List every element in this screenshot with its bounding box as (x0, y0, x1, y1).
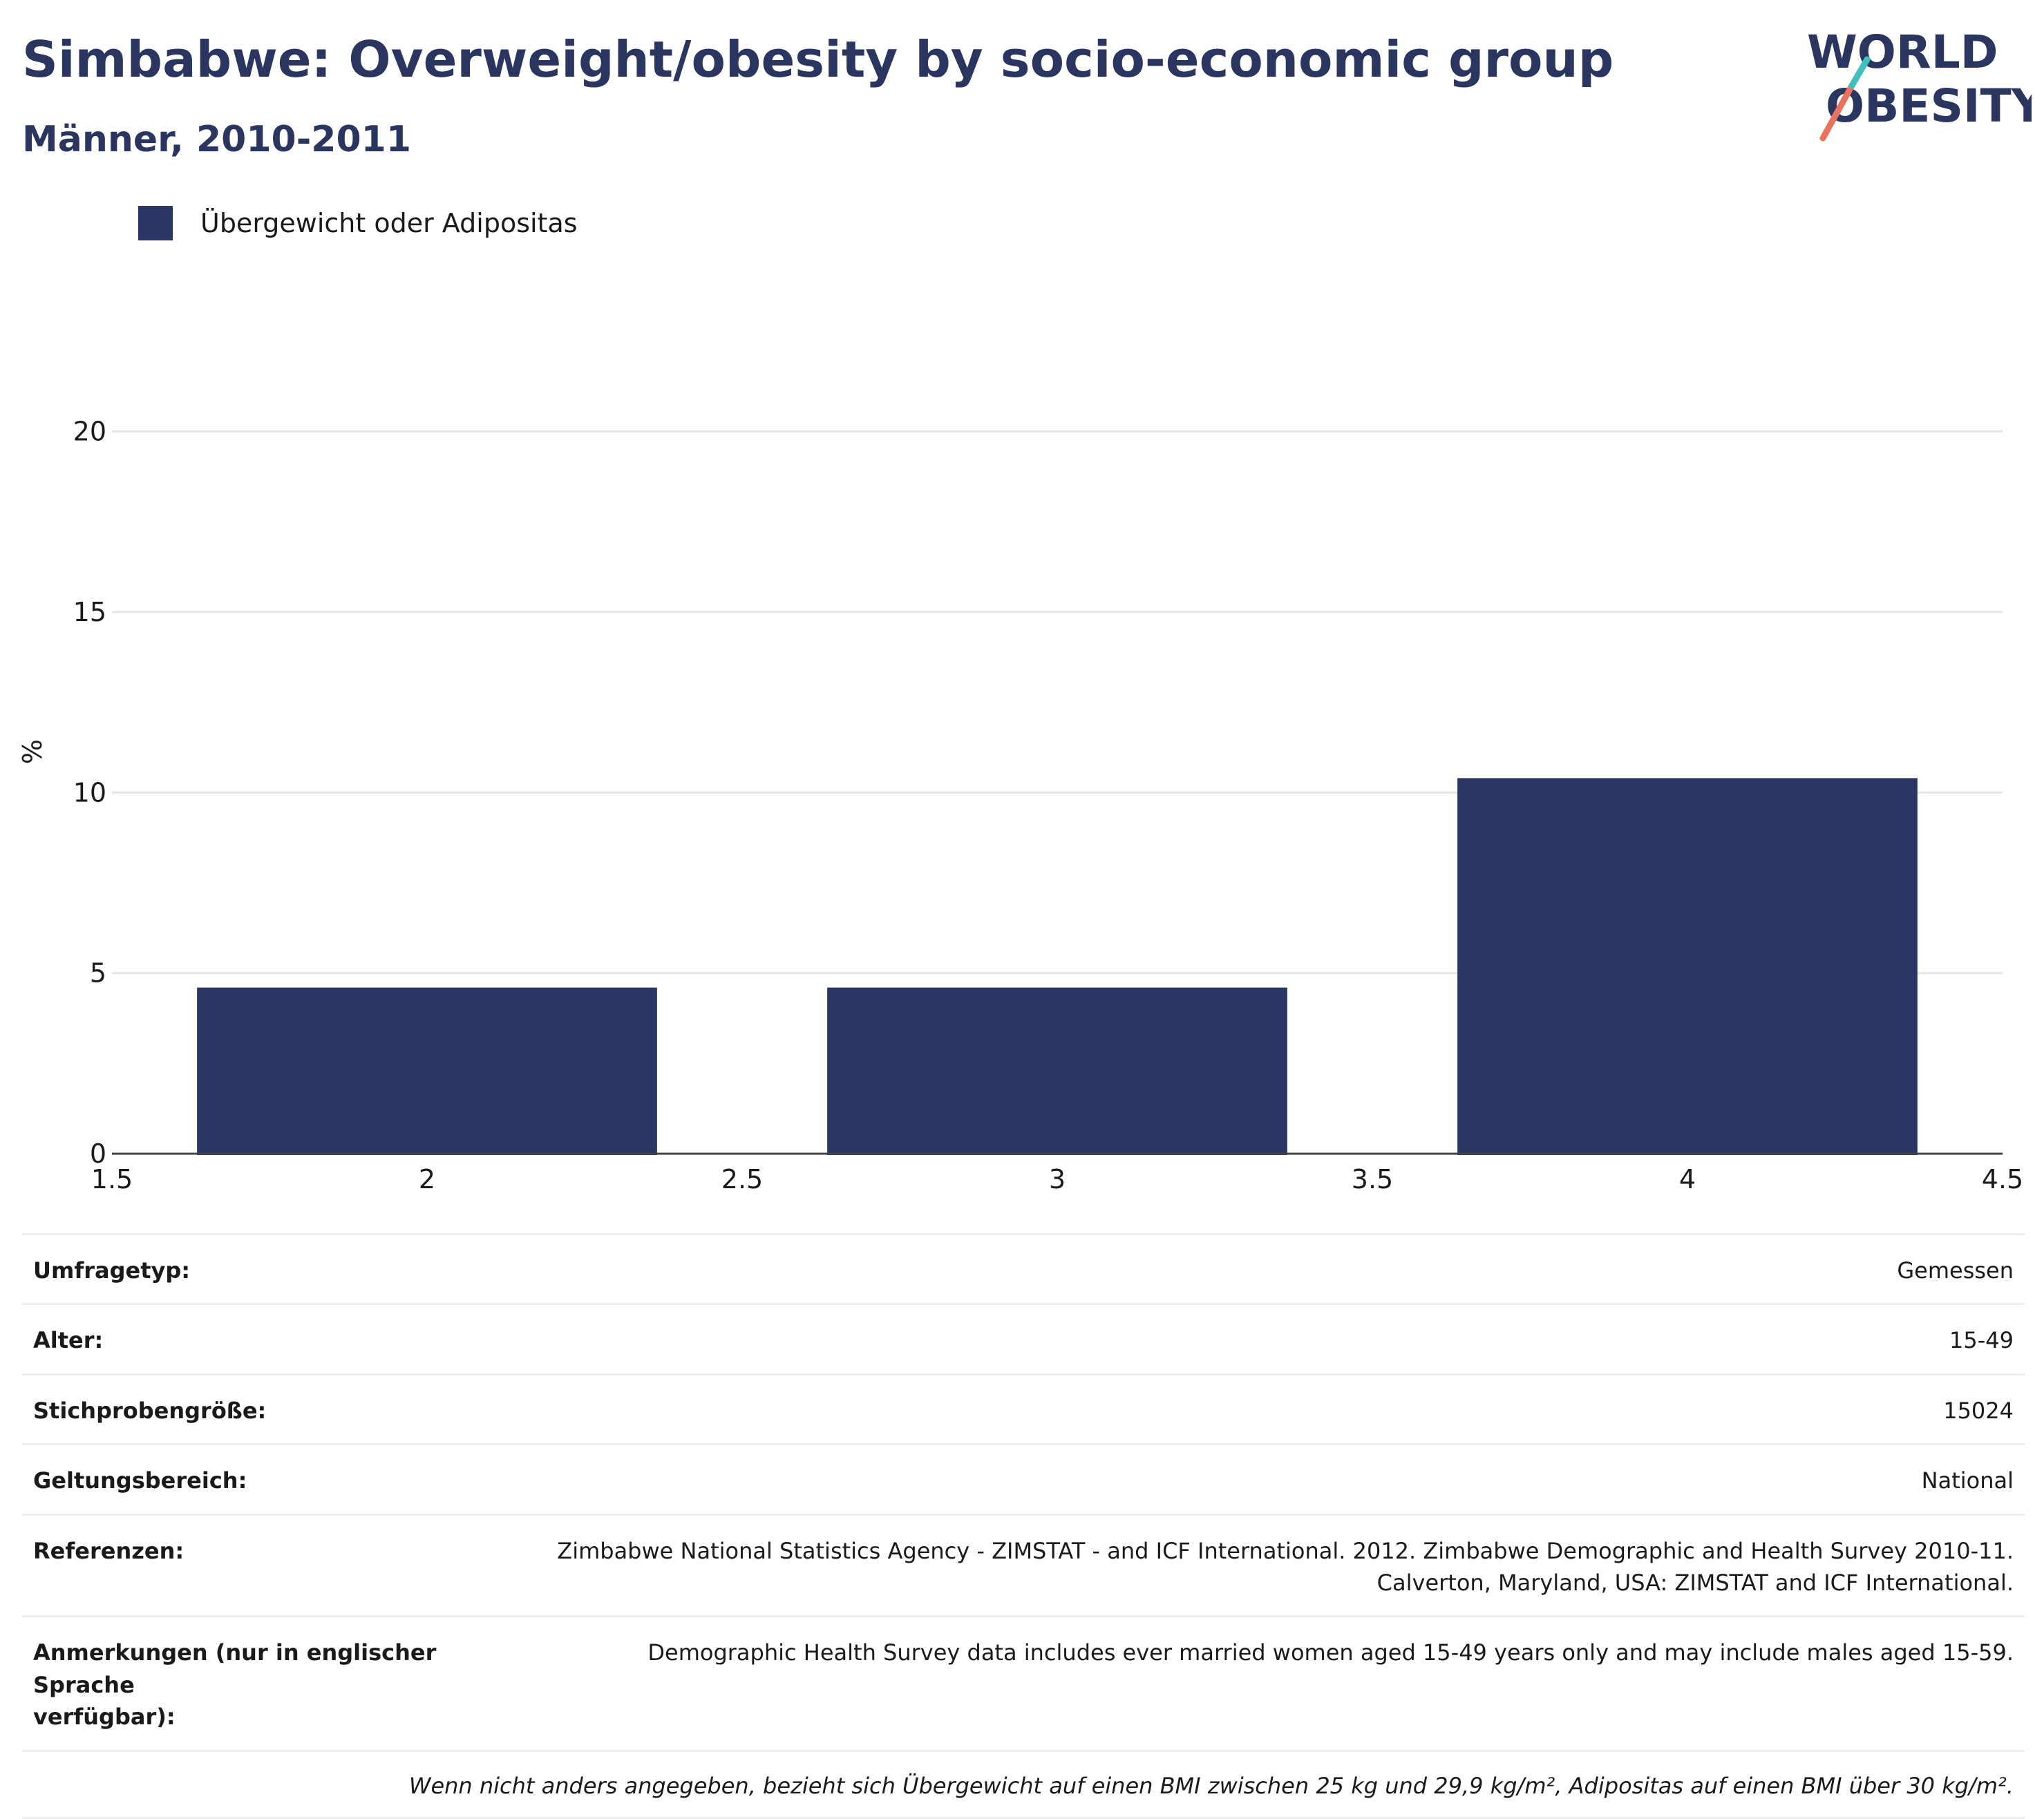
legend-swatch (138, 206, 173, 240)
info-label: Anmerkungen (nur in englischer Sprache v… (22, 1617, 542, 1751)
info-label: Referenzen: (33, 1537, 184, 1564)
info-label: Geltungsbereich: (33, 1467, 247, 1494)
y-tick-label: 5 (90, 958, 106, 989)
info-row-references: Referenzen: Zimbabwe National Statistics… (22, 1514, 2025, 1617)
y-axis-label: % (17, 739, 48, 764)
info-value: Demographic Health Survey data includes … (647, 1639, 2014, 1666)
chart-title: Simbabwe: Overweight/obesity by socio-ec… (22, 30, 1614, 88)
info-label: Stichprobengröße: (33, 1397, 267, 1424)
x-tick-label: 3 (1049, 1164, 1066, 1194)
bar (1457, 778, 1918, 1155)
info-value: 15024 (1943, 1397, 2014, 1424)
bar-chart: 0 5 10 15 20 1.5 2 2.5 3 3.5 4 4.5 % (17, 417, 2024, 1194)
info-value: 15-49 (1949, 1327, 2014, 1354)
y-tick-label: 10 (73, 777, 106, 808)
bmi-footnote: Wenn nicht anders angegeben, bezieht sic… (408, 1772, 2014, 1799)
x-tick-label: 1.5 (91, 1164, 133, 1194)
chart-subtitle: Männer, 2010-2011 (22, 119, 412, 160)
info-row-age: Alter: 15-49 (22, 1304, 2025, 1374)
x-tick-label: 2.5 (721, 1164, 763, 1194)
info-value: Zimbabwe National Statistics Agency - ZI… (542, 1514, 2025, 1617)
bar (197, 987, 657, 1155)
info-value: National (1921, 1467, 2014, 1494)
y-tick-label: 15 (73, 597, 106, 627)
reference-line-2: Calverton, Maryland, USA: ZIMSTAT and IC… (1376, 1569, 2014, 1596)
info-row-coverage: Geltungsbereich: National (22, 1444, 2025, 1514)
y-tick-label: 20 (73, 417, 106, 447)
bar (827, 987, 1287, 1155)
logo-slash-teal (1848, 56, 1871, 89)
chart-legend: Übergewicht oder Adipositas (138, 206, 578, 240)
reference-line-1: Zimbabwe National Statistics Agency - ZI… (557, 1537, 2014, 1564)
logo-slash-coral (1819, 82, 1855, 142)
legend-label: Übergewicht oder Adipositas (200, 208, 578, 238)
info-row-sample-size: Stichprobengröße: 15024 (22, 1374, 2025, 1444)
info-label: Umfragetyp: (33, 1257, 191, 1284)
notes-label-line-1: Anmerkungen (nur in englischer Sprache (33, 1639, 437, 1698)
x-tick-label: 2 (419, 1164, 435, 1194)
world-obesity-logo: WORLD OBESITY (1807, 26, 2032, 142)
x-tick-label: 4 (1679, 1164, 1696, 1194)
info-row-survey-type: Umfragetyp: Gemessen (22, 1234, 2025, 1304)
info-row-notes: Anmerkungen (nur in englischer Sprache v… (22, 1616, 2025, 1751)
info-value: Gemessen (1897, 1257, 2014, 1284)
survey-info-table: Umfragetyp: Gemessen Alter: 15-49 Stichp… (22, 1233, 2025, 1819)
info-row-footnote: Wenn nicht anders angegeben, bezieht sic… (22, 1751, 2025, 1818)
logo-line-1: WORLD (1807, 26, 1998, 79)
info-label: Alter: (33, 1327, 104, 1354)
notes-label-line-2: verfügbar): (33, 1704, 176, 1731)
bars (197, 778, 1918, 1155)
y-tick-label: 0 (90, 1139, 106, 1169)
x-tick-label: 4.5 (1982, 1164, 2023, 1194)
x-tick-label: 3.5 (1352, 1164, 1393, 1194)
logo-line-2: OBESITY (1826, 79, 2032, 133)
axes: 0 5 10 15 20 1.5 2 2.5 3 3.5 4 4.5 (73, 417, 2024, 1194)
